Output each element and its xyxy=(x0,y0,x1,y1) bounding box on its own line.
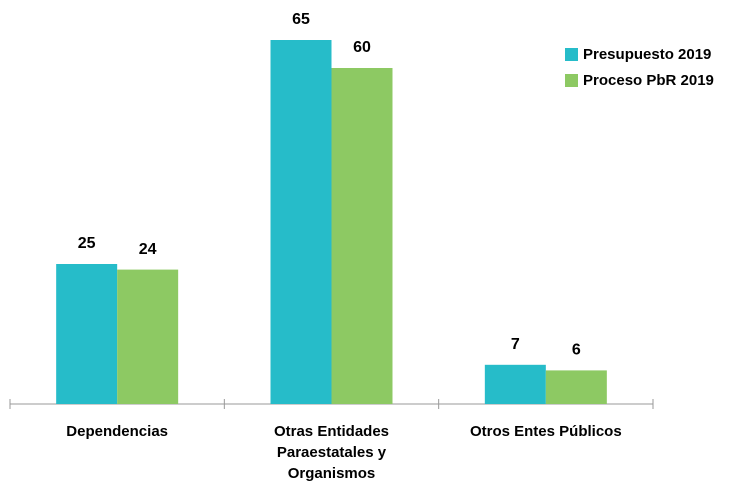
legend-label: Proceso PbR 2019 xyxy=(583,72,714,89)
legend-label: Presupuesto 2019 xyxy=(583,46,711,63)
bar xyxy=(270,40,332,404)
value-label: 24 xyxy=(139,241,157,258)
x-tick-label: Otros Entes Públicos xyxy=(469,423,622,440)
value-label: 65 xyxy=(292,11,310,28)
bar xyxy=(56,264,118,404)
value-label: 60 xyxy=(353,39,371,56)
value-label: 6 xyxy=(572,342,581,359)
bar xyxy=(545,370,607,404)
value-label: 7 xyxy=(511,336,520,353)
x-tick-label: Dependencias xyxy=(66,423,169,440)
x-tick-label: Otras Entidades Paraestatales y Organism… xyxy=(273,423,390,482)
value-label: 25 xyxy=(78,235,96,252)
bar xyxy=(484,364,546,404)
bar xyxy=(117,269,179,404)
bar xyxy=(331,68,393,404)
legend-swatch xyxy=(565,74,578,87)
legend-swatch xyxy=(565,48,578,61)
